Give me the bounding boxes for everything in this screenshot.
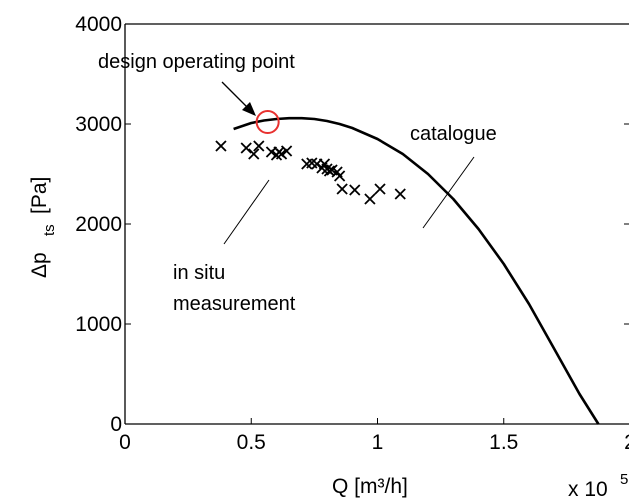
insitu-leader-line <box>223 179 270 245</box>
y-axis-label: Δp ts [Pa] <box>28 177 58 278</box>
measurement-point <box>333 170 346 182</box>
measurement-point <box>336 183 348 195</box>
y-tick-label: 2000 <box>75 213 122 236</box>
measurement-point <box>275 148 288 160</box>
insitu-label-line1: in situ <box>173 262 225 284</box>
plot-frame <box>124 23 629 425</box>
measurement-point <box>215 140 227 152</box>
catalogue-leader-line <box>422 156 475 229</box>
measurement-point <box>349 184 361 196</box>
y-tick-label: 4000 <box>75 13 122 36</box>
y-tick-label: 3000 <box>75 113 122 136</box>
measurement-point <box>240 142 252 154</box>
insitu-label-line2: measurement <box>173 293 296 315</box>
y-axis-label-unit: [Pa] <box>28 177 51 214</box>
x-multiplier: x 10 5 <box>568 471 628 500</box>
x-multiplier-exponent: 5 <box>620 471 628 488</box>
x-tick-label: 1 <box>372 431 384 454</box>
series-layer <box>215 110 600 425</box>
x-tick-label: 0.5 <box>237 431 266 454</box>
catalogue-label: catalogue <box>410 123 497 145</box>
design-point-label: design operating point <box>98 51 295 73</box>
y-axis-label-subscript: ts <box>41 224 58 236</box>
catalogue-curve <box>233 116 600 425</box>
y-tick-label: 1000 <box>75 313 122 336</box>
measurement-point <box>280 145 293 157</box>
x-tick-label: 1.5 <box>489 431 518 454</box>
measurement-point <box>394 188 406 200</box>
x-multiplier-base: x 10 <box>568 478 608 500</box>
measurement-point <box>248 148 260 160</box>
x-axis-label: Q [m³/h] <box>332 475 408 498</box>
y-axis-ticks: 0 1000 2000 3000 4000 <box>75 13 629 436</box>
design-point-marker <box>255 110 280 134</box>
x-tick-label: 0 <box>119 431 131 454</box>
measurement-point <box>364 193 376 205</box>
x-axis-ticks: 0 0.5 1 1.5 2 <box>119 418 629 454</box>
y-tick-label: 0 <box>110 413 122 436</box>
measurement-point <box>253 140 265 152</box>
y-axis-label-main: Δp <box>28 252 51 278</box>
design-point-arrow <box>221 81 256 116</box>
measurement-point <box>374 183 386 195</box>
x-tick-label: 2 <box>624 431 629 454</box>
